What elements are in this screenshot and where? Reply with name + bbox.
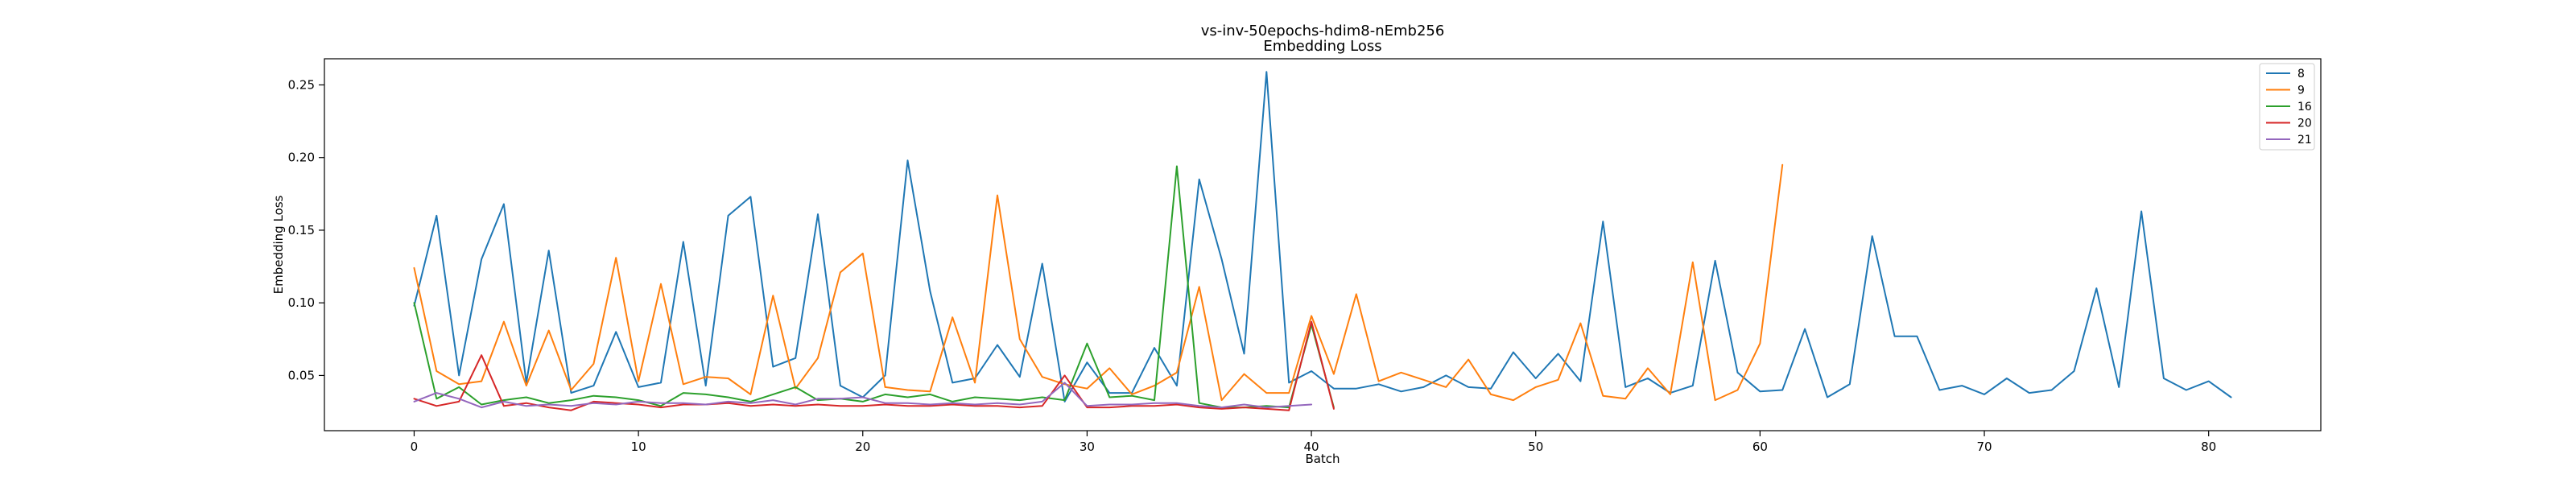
legend-item: 9 [2266,85,2305,97]
legend-label: 20 [2297,118,2312,130]
x-tick-label: 80 [2201,440,2216,454]
series-line-20 [413,320,1335,411]
series-line-9 [413,163,1784,402]
x-tick-label: 20 [855,440,870,454]
y-tick-label: 0.25 [288,77,315,92]
x-tick-label: 50 [1528,440,1543,454]
legend-item: 8 [2266,68,2305,80]
y-axis-label: Embedding Loss [271,195,286,294]
x-tick-label: 60 [1752,440,1768,454]
y-tick-label: 0.20 [288,151,315,165]
legend-label: 21 [2297,134,2312,147]
x-axis-ticks: 0 10 20 30 40 50 60 70 80 [411,431,2216,454]
legend-items: 8 9 16 20 21 [2266,68,2312,147]
y-axis-ticks: 0.05 0.10 0.15 0.20 0.25 [288,77,324,382]
series-layer [413,71,2232,411]
y-tick-label: 0.05 [288,368,315,382]
legend-label: 9 [2297,85,2305,97]
legend-label: 8 [2297,68,2305,80]
y-tick-label: 0.10 [288,295,315,310]
legend-item: 21 [2266,134,2312,147]
series-line-16 [413,165,1335,409]
x-tick-label: 0 [411,440,419,454]
plot-area [324,58,2322,431]
x-axis-label: Batch [1305,452,1340,466]
series-line-8 [413,71,2232,402]
chart-title: vs-inv-50epochs-hdim8-nEmb256 [1201,23,1445,39]
plot-frame [324,58,2322,431]
legend-item: 16 [2266,101,2312,114]
x-tick-label: 40 [1304,440,1319,454]
legend-label: 16 [2297,101,2312,114]
x-tick-label: 10 [631,440,646,454]
x-tick-label: 70 [1976,440,1992,454]
series-line-21 [413,382,1313,409]
y-tick-label: 0.15 [288,223,315,237]
legend: 8 9 16 20 21 [2259,63,2315,151]
chart-subtitle: Embedding Loss [1263,38,1381,55]
x-tick-label: 30 [1080,440,1095,454]
legend-item: 20 [2266,118,2312,130]
